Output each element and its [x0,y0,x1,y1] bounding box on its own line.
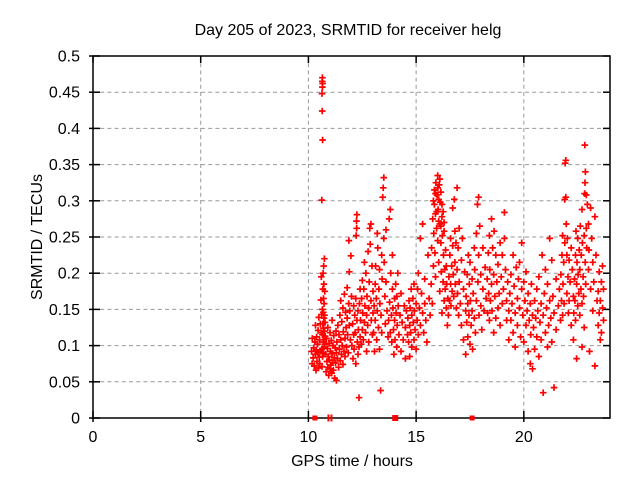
y-tick-label: 0.45 [49,85,80,102]
y-axis-label: SRMTID / TECUs [29,174,46,300]
x-tick-label: 5 [196,429,205,446]
y-tick-label: 0.05 [49,374,80,391]
y-tick-label: 0.4 [58,121,80,138]
grid-lines [93,56,610,418]
x-tick-label: 20 [515,429,533,446]
y-tick-label: 0.2 [58,266,80,283]
x-tick-label: 0 [89,429,98,446]
y-tick-label: 0.5 [58,49,80,66]
axis-gap-marker [330,414,333,422]
axis-gap-markers [312,414,475,422]
y-tick-label: 0.1 [58,338,80,355]
y-tick-label: 0.35 [49,157,80,174]
y-tick-label: 0.15 [49,302,80,319]
x-tick-label: 10 [300,429,318,446]
x-tick-labels: 0 5 10 15 20 [89,429,533,446]
y-tick-label: 0 [71,411,80,428]
x-tick-label: 15 [407,429,425,446]
y-tick-labels: 0 0.05 0.1 0.15 0.2 0.25 0.3 0.35 0.4 0.45 0.5 [49,49,80,428]
chart-title: Day 205 of 2023, SRMTID for receiver hel… [195,22,502,39]
y-tick-label: 0.25 [49,230,80,247]
axis-gap-marker [469,415,475,421]
plot-border [92,55,611,419]
axis-gap-marker [392,415,399,421]
axis-gap-marker [312,415,318,421]
scatter-points [308,74,607,401]
y-tick-label: 0.3 [58,193,80,210]
x-axis-label: GPS time / hours [291,453,413,470]
axis-gap-marker [327,414,330,422]
